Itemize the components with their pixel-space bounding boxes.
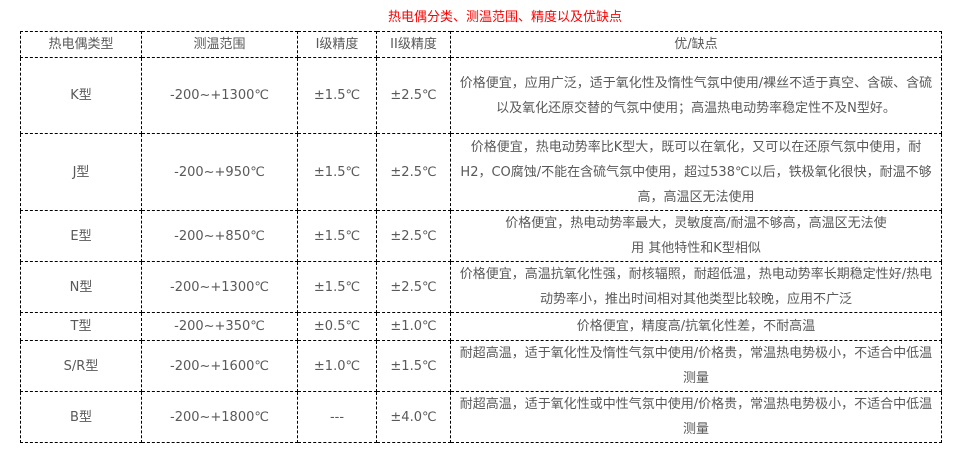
range-cell: -200~+1300℃ bbox=[141, 57, 298, 134]
type-cell: K型 bbox=[20, 57, 142, 134]
class2-precision-cell: ±1.5℃ bbox=[376, 340, 451, 392]
header-row: 热电偶类型 测温范围 I级精度 II级精度 优/缺点 bbox=[20, 31, 942, 58]
range-cell: -200~+1300℃ bbox=[141, 261, 298, 313]
table-row: T型 -200~+350℃ ±0.5℃ ±1.0℃ 价格便宜，精度高/抗氧化性差，不耐高… bbox=[20, 312, 942, 341]
header-cell: II级精度 bbox=[376, 31, 451, 58]
pros-cons-cell: 价格便宜，应用广泛，适于氧化性及惰性气氛中使用/裸丝不适于真空、含碳、含硫以及氧… bbox=[450, 57, 942, 134]
table-title: 热电偶分类、测温范围、精度以及优缺点 bbox=[387, 10, 622, 25]
table-row: S/R型 -200~+1600℃ ±1.0℃ ±1.5℃ 耐超高温，适于氧化性及惰性气氛… bbox=[20, 340, 942, 392]
table-row: J型 -200~+950℃ ±1.5℃ ±2.5℃ 价格便宜，热电动势率比K型大，既可以… bbox=[20, 133, 942, 211]
header-cell: I级精度 bbox=[297, 31, 377, 58]
type-cell: J型 bbox=[20, 133, 142, 211]
type-cell: S/R型 bbox=[20, 340, 142, 392]
type-cell: B型 bbox=[20, 391, 142, 443]
class2-precision-cell: ±4.0℃ bbox=[376, 391, 451, 443]
pros-cons-cell: 耐超高温，适于氧化性或中性气氛中使用/价格贵，常温热电势极小，不适合中低温测量 bbox=[450, 391, 942, 443]
table-row: N型 -200~+1300℃ ±1.5℃ ±2.5℃ 价格便宜，高温抗氧化性强，耐核辐照… bbox=[20, 261, 942, 313]
range-cell: -200~+1600℃ bbox=[141, 340, 298, 392]
header-cell: 测温范围 bbox=[141, 31, 298, 58]
table-row: B型 -200~+1800℃ --- ±4.0℃ 耐超高温，适于氧化性或中性气氛中使用/… bbox=[20, 391, 942, 443]
type-cell: N型 bbox=[20, 261, 142, 313]
table-row: K型 -200~+1300℃ ±1.5℃ ±2.5℃ 价格便宜，应用广泛，适于氧化性及惰… bbox=[20, 57, 942, 134]
pros-cons-cell: 价格便宜，热电动势率比K型大，既可以在氧化，又可以在还原气氛中使用，耐H2，CO… bbox=[450, 133, 942, 211]
pros-cons-cell: 价格便宜，精度高/抗氧化性差，不耐高温 bbox=[450, 312, 942, 341]
pros-cons-cell: 价格便宜，热电动势率最大，灵敏度高/耐温不够高，高温区无法使用 其他特性和K型相… bbox=[450, 210, 942, 262]
class1-precision-cell: --- bbox=[297, 391, 377, 443]
thermocouple-table: 热电偶类型 测温范围 I级精度 II级精度 优/缺点 K型 -200~+1300℃… bbox=[20, 31, 942, 443]
class1-precision-cell: ±1.5℃ bbox=[297, 133, 377, 211]
class1-precision-cell: ±1.5℃ bbox=[297, 261, 377, 313]
header-cell: 优/缺点 bbox=[450, 31, 942, 58]
range-cell: -200~+950℃ bbox=[141, 133, 298, 211]
class1-precision-cell: ±1.5℃ bbox=[297, 57, 377, 134]
range-cell: -200~+350℃ bbox=[141, 312, 298, 341]
header-cell: 热电偶类型 bbox=[20, 31, 142, 58]
class2-precision-cell: ±2.5℃ bbox=[376, 210, 451, 262]
range-cell: -200~+850℃ bbox=[141, 210, 298, 262]
range-cell: -200~+1800℃ bbox=[141, 391, 298, 443]
class1-precision-cell: ±0.5℃ bbox=[297, 312, 377, 341]
table-row: E型 -200~+850℃ ±1.5℃ ±2.5℃ 价格便宜，热电动势率最大，灵敏度高/… bbox=[20, 210, 942, 262]
type-cell: E型 bbox=[20, 210, 142, 262]
pros-cons-cell: 价格便宜，高温抗氧化性强，耐核辐照，耐超低温，热电动势率长期稳定性好/热电动势率… bbox=[450, 261, 942, 313]
class2-precision-cell: ±2.5℃ bbox=[376, 133, 451, 211]
class2-precision-cell: ±2.5℃ bbox=[376, 57, 451, 134]
class1-precision-cell: ±1.5℃ bbox=[297, 210, 377, 262]
pros-cons-cell: 耐超高温，适于氧化性及惰性气氛中使用/价格贵，常温热电势极小，不适合中低温测量 bbox=[450, 340, 942, 392]
type-cell: T型 bbox=[20, 312, 142, 341]
class2-precision-cell: ±1.0℃ bbox=[376, 312, 451, 341]
class1-precision-cell: ±1.0℃ bbox=[297, 340, 377, 392]
class2-precision-cell: ±2.5℃ bbox=[376, 261, 451, 313]
